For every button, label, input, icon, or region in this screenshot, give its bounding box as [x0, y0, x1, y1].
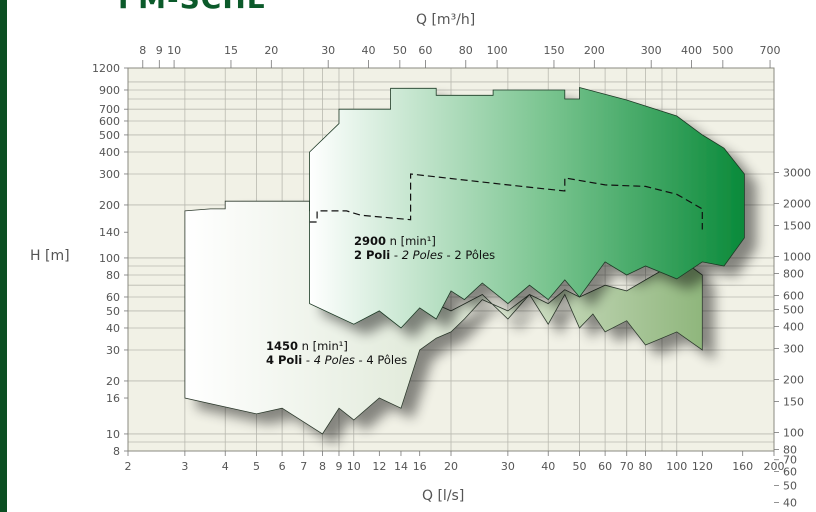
x-top-tick-label: 15 — [224, 44, 238, 57]
dashed-boundary-line — [309, 173, 703, 230]
x-top-tick-label: 200 — [584, 44, 605, 57]
x-bottom-tick-label: 7 — [300, 460, 307, 473]
y-right-tick-label: 50 — [783, 479, 797, 492]
x-bottom-tick-label: 120 — [692, 460, 713, 473]
x-bottom-tick-label: 20 — [444, 460, 458, 473]
x-bottom-tick-label: 16 — [413, 460, 427, 473]
y-right-tick-label: 60 — [783, 466, 797, 479]
y-right-tick-label: 800 — [783, 268, 804, 281]
y-left-tick-label: 600 — [99, 115, 120, 128]
x-bottom-tick-label: 8 — [319, 460, 326, 473]
y-left-axis-label: H [m] — [30, 248, 70, 264]
operating-areas — [184, 86, 745, 435]
x-top-tick-label: 50 — [393, 44, 407, 57]
x-top-tick-label: 30 — [321, 44, 335, 57]
y-left-tick-label: 20 — [106, 375, 120, 388]
x-top-tick-label: 500 — [712, 44, 733, 57]
x-bottom-tick-label: 50 — [573, 460, 587, 473]
x-top-tick-label: 300 — [641, 44, 662, 57]
x-top-tick-label: 9 — [156, 44, 163, 57]
x-top-tick-label: 10 — [167, 44, 181, 57]
x-bottom-tick-label: 80 — [638, 460, 652, 473]
y-left-tick-label: 50 — [106, 305, 120, 318]
x-top-axis-label: Q [m³/h] — [416, 12, 476, 28]
series-2900-unit: n [min¹] — [389, 234, 436, 248]
series-2900-poles-en: 2 Poles — [401, 248, 443, 262]
y-right-tick-label: 3000 — [783, 166, 811, 179]
series-2900-poles-it: 2 Poli — [354, 248, 391, 262]
x-top-tick-label: 400 — [681, 44, 702, 57]
y-right-tick-label: 40 — [783, 497, 797, 510]
area-2900-rpm — [309, 86, 745, 329]
y-left-tick-label: 1200 — [92, 62, 120, 75]
x-bottom-tick-label: 60 — [598, 460, 612, 473]
x-bottom-tick-label: 70 — [620, 460, 634, 473]
y-right-tick-label: 200 — [783, 373, 804, 386]
y-left-tick-label: 700 — [99, 103, 120, 116]
x-top-tick-label: 100 — [487, 44, 508, 57]
series-label-1450: 1450 n [min¹] 4 Poli - 4 Poles - 4 Pôles — [266, 339, 408, 367]
x-bottom-tick-label: 40 — [541, 460, 555, 473]
x-bottom-tick-label: 6 — [279, 460, 286, 473]
y-right-tick-label: 100 — [783, 426, 804, 439]
y-right-tick-label: 500 — [783, 303, 804, 316]
x-bottom-tick-label: 12 — [372, 460, 386, 473]
y-left-tick-label: 900 — [99, 84, 120, 97]
y-left-tick-label: 500 — [99, 129, 120, 142]
y-left-tick-label: 40 — [106, 322, 120, 335]
page-title: FM-SCHE — [118, 0, 267, 15]
series-1450-unit: n [min¹] — [301, 339, 348, 353]
y-right-tick-label: 2000 — [783, 197, 811, 210]
x-bottom-tick-label: 3 — [181, 460, 188, 473]
y-right-tick-label: 1500 — [783, 219, 811, 232]
y-right-tick-label: 80 — [783, 444, 797, 457]
y-left-tick-label: 60 — [106, 291, 120, 304]
x-bottom-tick-label: 10 — [347, 460, 361, 473]
series-label-2900: 2900 n [min¹] 2 Poli - 2 Poles - 2 Pôles — [354, 234, 496, 262]
x-bottom-tick-label: 160 — [732, 460, 753, 473]
x-bottom-tick-label: 30 — [501, 460, 515, 473]
left-edge-bar — [0, 0, 7, 512]
y-left-tick-label: 300 — [99, 168, 120, 181]
axes: 2 3 4 5 6 7 8 9 10 12 14 16 20 30 40 50 60 70 80 100 120 160 2… — [92, 44, 811, 510]
y-left-tick-label: 140 — [99, 226, 120, 239]
y-right-tick-label: 1000 — [783, 250, 811, 263]
y-left-tick-label: 16 — [106, 392, 120, 405]
x-top-tick-label: 20 — [264, 44, 278, 57]
y-right-tick-label: 600 — [783, 290, 804, 303]
y-left-tick-label: 30 — [106, 344, 120, 357]
x-bottom-axis-label: Q [l/s] — [422, 488, 465, 504]
series-1450-poles-en: 4 Poles — [313, 353, 355, 367]
y-right-tick-label: 150 — [783, 395, 804, 408]
x-bottom-tick-label: 5 — [253, 460, 260, 473]
y-right-tick-label: 70 — [783, 454, 797, 467]
series-2900-rpm: 2900 — [354, 234, 387, 248]
series-1450-rpm: 1450 — [266, 339, 299, 353]
y-left-tick-label: 80 — [106, 269, 120, 282]
x-top-tick-label: 60 — [418, 44, 432, 57]
y-right-tick-label: 300 — [783, 343, 804, 356]
x-bottom-tick-label: 2 — [125, 460, 132, 473]
y-right-tick-label: 400 — [783, 321, 804, 334]
y-left-tick-label: 400 — [99, 146, 120, 159]
series-2900-poles-fr: 2 Pôles — [454, 248, 496, 262]
series-1450-poles-fr: 4 Pôles — [366, 353, 408, 367]
x-bottom-tick-label: 9 — [335, 460, 342, 473]
y-left-tick-label: 8 — [113, 445, 120, 458]
x-bottom-tick-label: 14 — [394, 460, 408, 473]
x-top-tick-label: 80 — [459, 44, 473, 57]
y-left-tick-label: 200 — [99, 199, 120, 212]
x-bottom-tick-label: 4 — [222, 460, 229, 473]
series-1450-poles-it: 4 Poli — [266, 353, 303, 367]
x-bottom-tick-label: 200 — [764, 460, 785, 473]
x-bottom-tick-label: 100 — [666, 460, 687, 473]
x-top-tick-label: 8 — [139, 44, 146, 57]
y-left-tick-label: 10 — [106, 428, 120, 441]
x-top-tick-label: 150 — [543, 44, 564, 57]
x-top-tick-label: 40 — [362, 44, 376, 57]
x-top-tick-label: 700 — [760, 44, 781, 57]
y-left-tick-label: 100 — [99, 252, 120, 265]
